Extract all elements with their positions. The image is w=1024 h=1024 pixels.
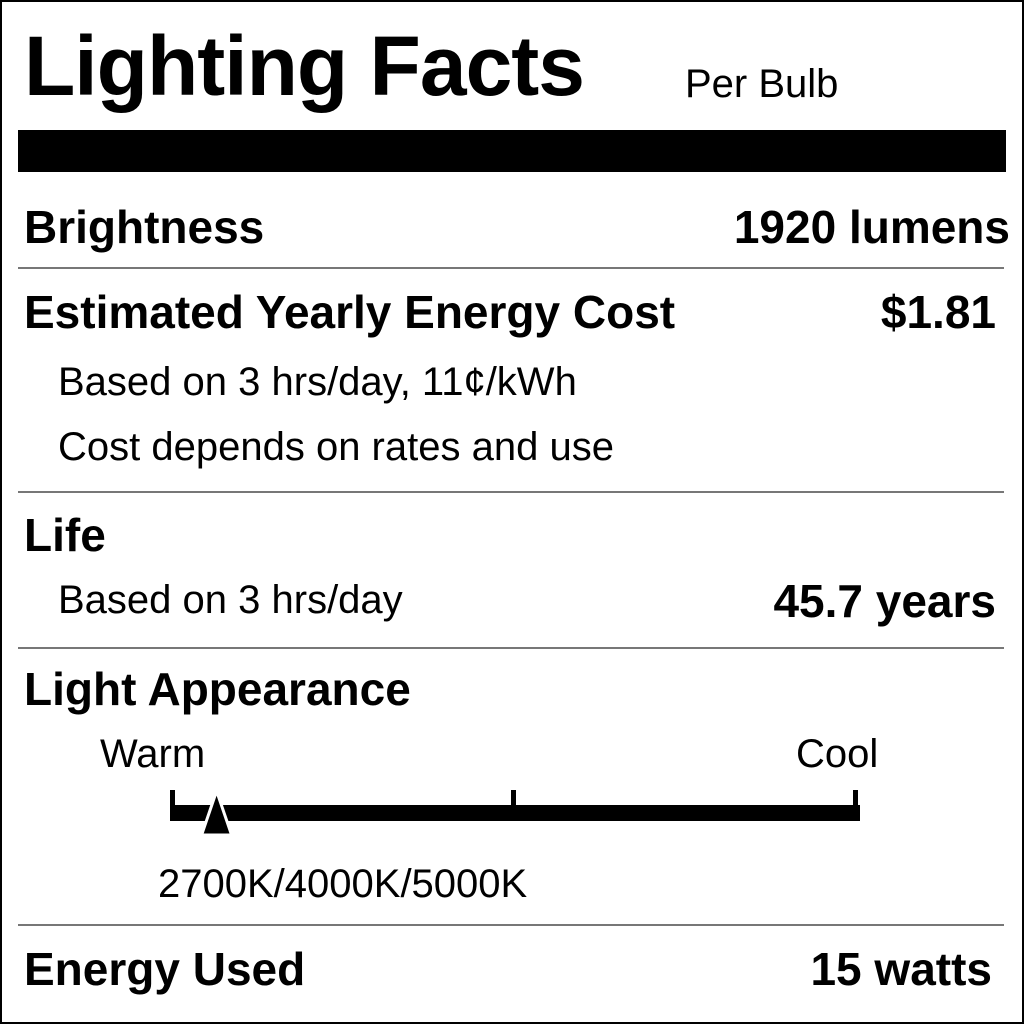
divider <box>18 647 1004 649</box>
cost-label: Estimated Yearly Energy Cost <box>24 286 676 338</box>
life-label: Life <box>24 509 106 561</box>
temperature-value: 2700K/4000K/5000K <box>158 862 528 906</box>
temperature-marker-icon <box>199 786 234 837</box>
cool-label: Cool <box>796 732 879 776</box>
energy-label: Energy Used <box>24 943 306 995</box>
cost-note-rate: Based on 3 hrs/day, 11¢/kWh <box>58 360 577 404</box>
divider <box>18 924 1004 926</box>
color-temperature-scale <box>170 786 860 837</box>
divider <box>18 267 1004 269</box>
warm-label: Warm <box>100 732 206 776</box>
scale-tick-cool <box>853 790 858 810</box>
scale-tick-mid <box>511 790 516 810</box>
divider <box>18 491 1004 493</box>
title-bar-divider <box>18 130 1006 172</box>
appearance-label: Light Appearance <box>24 663 411 715</box>
scale-tick-warm <box>170 790 175 810</box>
life-value: 45.7 years <box>773 575 996 627</box>
energy-value: 15 watts <box>810 943 992 995</box>
cost-value: $1.81 <box>880 286 996 338</box>
brightness-label: Brightness <box>24 201 265 253</box>
scale-bar <box>170 805 860 821</box>
brightness-value: 1920 lumens <box>733 201 1010 253</box>
label-title: Lighting Facts <box>24 19 585 113</box>
cost-note-use: Cost depends on rates and use <box>58 425 614 469</box>
label-subtitle: Per Bulb <box>685 62 839 106</box>
life-note: Based on 3 hrs/day <box>58 578 403 622</box>
